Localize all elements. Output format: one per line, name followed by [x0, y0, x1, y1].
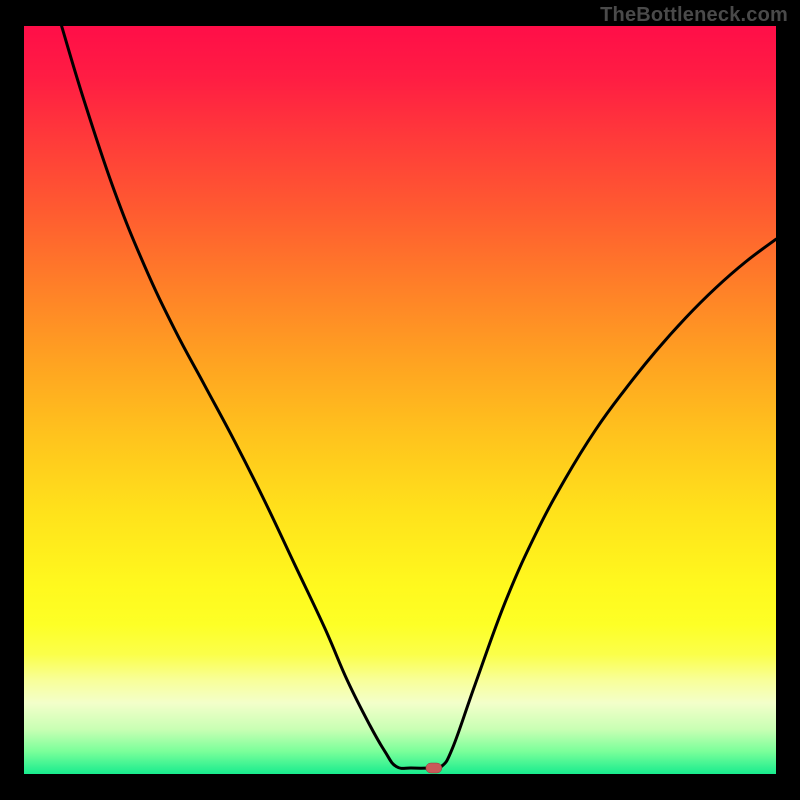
watermark-label: TheBottleneck.com [600, 4, 788, 27]
chart-gradient-bg [24, 26, 776, 774]
bottleneck-marker [426, 763, 442, 773]
bottleneck-chart [0, 0, 800, 800]
